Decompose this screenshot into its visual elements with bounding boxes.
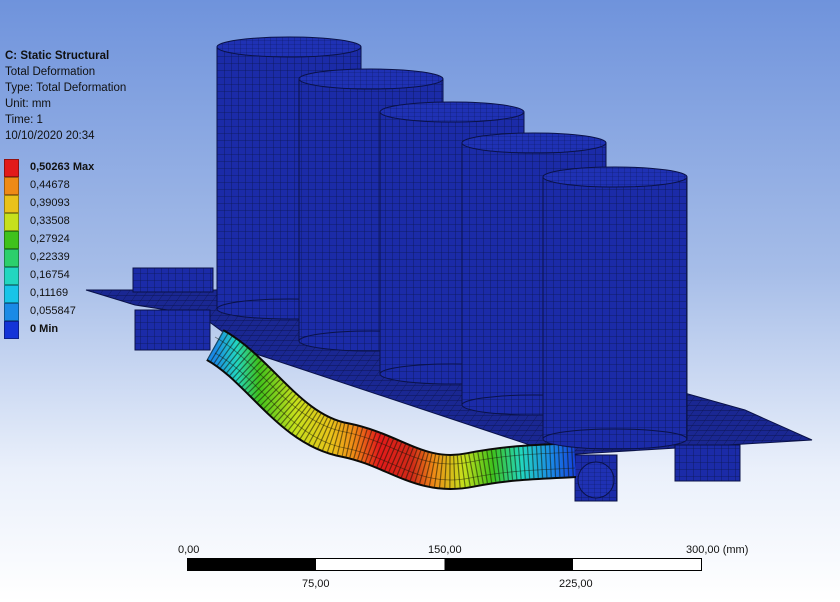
unit-label: Unit: mm [5,98,51,110]
legend-swatch [4,303,19,321]
timestamp-label: 10/10/2020 20:34 [5,130,95,142]
legend-swatch [4,159,19,177]
legend-swatch [4,231,19,249]
result-name-label: Total Deformation [5,66,96,78]
result-info-panel: C: Static Structural Total Deformation T… [5,48,126,144]
time-label: Time: 1 [5,114,43,126]
legend-swatch [4,285,19,303]
legend-label: 0,055847 [30,305,76,317]
mounting-block-left [132,267,214,351]
mounting-block-right [574,444,741,502]
legend-label: 0,44678 [30,179,70,191]
legend-swatch [4,267,19,285]
legend-label: 0,50263 Max [30,161,95,173]
legend-label: 0,11169 [30,287,69,299]
legend-swatch [4,213,19,231]
legend-swatch [4,321,19,339]
legend-label: 0,16754 [30,269,70,281]
legend-label: 0,39093 [30,197,70,209]
legend-label: 0 Min [30,323,59,335]
legend-swatch [4,177,19,195]
legend-swatch [4,195,19,213]
deformed-hose [205,329,577,490]
analysis-system-label: C: Static Structural [5,50,110,62]
legend-label: 0,33508 [30,215,70,227]
legend-label: 0,22339 [30,251,70,263]
legend-swatch [4,249,19,267]
cylinder-5 [542,166,688,450]
legend-label: 0,27924 [30,233,70,245]
result-type-label: Type: Total Deformation [5,82,127,94]
